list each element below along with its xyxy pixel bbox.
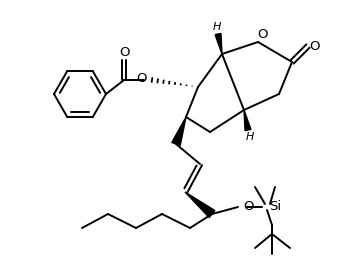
Text: O: O <box>310 39 320 52</box>
Text: O: O <box>136 73 147 85</box>
Text: H: H <box>213 22 221 32</box>
Text: O: O <box>119 45 129 58</box>
Text: H: H <box>246 132 254 142</box>
Polygon shape <box>244 110 251 131</box>
Polygon shape <box>172 117 186 146</box>
Polygon shape <box>215 33 222 54</box>
Text: O: O <box>243 199 253 212</box>
Text: O: O <box>258 27 268 41</box>
Text: Si: Si <box>269 200 281 214</box>
Polygon shape <box>185 192 215 218</box>
